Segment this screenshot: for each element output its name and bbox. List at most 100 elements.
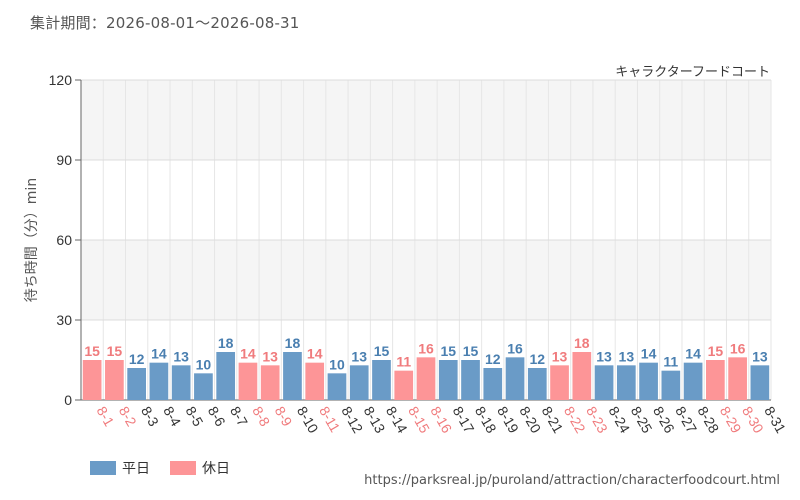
value-label-8-7: 18 <box>218 335 234 351</box>
bar-8-18 <box>461 360 480 400</box>
y-tick-label: 0 <box>64 392 72 408</box>
x-tick-label-8-20: 8-20 <box>516 404 544 436</box>
x-tick-label-8-16: 8-16 <box>427 404 455 436</box>
bar-8-10 <box>283 352 302 400</box>
x-tick-label-8-8: 8-8 <box>249 404 273 430</box>
bar-8-3 <box>127 368 146 400</box>
value-label-8-1: 15 <box>84 343 100 359</box>
x-tick-label-8-17: 8-17 <box>450 404 478 436</box>
bar-8-17 <box>438 360 458 400</box>
bar-8-11 <box>305 362 325 400</box>
value-label-8-12: 10 <box>329 356 345 372</box>
x-tick-label-8-30: 8-30 <box>739 404 767 436</box>
value-label-8-25: 13 <box>619 348 635 364</box>
x-tick-label-8-29: 8-29 <box>717 404 745 436</box>
y-tick-label: 120 <box>49 72 73 88</box>
x-tick-label-8-23: 8-23 <box>583 404 611 436</box>
x-tick-label-8-2: 8-2 <box>116 404 140 430</box>
bar-8-7 <box>216 352 236 400</box>
x-tick-label-8-3: 8-3 <box>138 404 162 430</box>
legend-swatch-holiday <box>170 461 196 475</box>
legend-swatch-weekday <box>90 461 116 475</box>
value-label-8-22: 13 <box>552 348 568 364</box>
bar-8-29 <box>706 360 725 400</box>
value-label-8-6: 10 <box>196 356 212 372</box>
plot-band <box>81 80 771 160</box>
x-tick-label-8-5: 8-5 <box>183 404 207 430</box>
value-label-8-9: 13 <box>262 348 278 364</box>
value-label-8-16: 16 <box>418 340 434 356</box>
value-label-8-3: 12 <box>129 351 145 367</box>
bar-8-23 <box>572 352 592 400</box>
value-label-8-24: 13 <box>596 348 612 364</box>
x-tick-label-8-18: 8-18 <box>472 404 500 436</box>
value-label-8-29: 15 <box>708 343 724 359</box>
x-tick-label-8-27: 8-27 <box>672 404 700 436</box>
bar-8-30 <box>728 357 747 400</box>
value-label-8-13: 13 <box>351 348 367 364</box>
y-tick-label: 60 <box>56 232 72 248</box>
legend-item-weekday: 平日 <box>90 458 150 478</box>
plot-band <box>81 160 771 240</box>
legend-label-weekday: 平日 <box>122 461 150 477</box>
x-tick-label-8-10: 8-10 <box>294 404 322 436</box>
legend: 平日 休日 <box>90 458 250 478</box>
value-label-8-26: 14 <box>641 346 657 362</box>
value-label-8-30: 16 <box>730 340 746 356</box>
bar-8-21 <box>527 368 547 400</box>
value-label-8-11: 14 <box>307 346 323 362</box>
period-label: 集計期間：2026-08-01～2026-08-31 <box>30 14 300 32</box>
x-tick-label-8-25: 8-25 <box>628 404 656 436</box>
bar-8-15 <box>394 370 414 400</box>
value-label-8-28: 14 <box>685 346 701 362</box>
value-label-8-17: 15 <box>440 343 456 359</box>
value-label-8-19: 12 <box>485 351 501 367</box>
bar-8-6 <box>194 373 213 400</box>
value-label-8-20: 16 <box>507 340 523 356</box>
bar-8-9 <box>260 365 280 400</box>
bar-8-25 <box>616 365 636 400</box>
x-tick-label-8-26: 8-26 <box>650 404 678 436</box>
x-tick-label-8-1: 8-1 <box>94 404 118 430</box>
value-label-8-31: 13 <box>752 348 768 364</box>
x-tick-label-8-21: 8-21 <box>539 404 567 436</box>
x-tick-label-8-7: 8-7 <box>227 404 251 430</box>
value-label-8-18: 15 <box>463 343 479 359</box>
legend-label-holiday: 休日 <box>202 461 230 477</box>
x-tick-label-8-24: 8-24 <box>605 404 633 436</box>
bar-8-22 <box>550 365 569 400</box>
bar-8-13 <box>349 365 369 400</box>
value-label-8-8: 14 <box>240 346 256 362</box>
x-tick-label-8-13: 8-13 <box>361 404 389 436</box>
x-tick-label-8-4: 8-4 <box>160 404 184 430</box>
value-label-8-10: 18 <box>285 335 301 351</box>
x-tick-label-8-31: 8-31 <box>761 404 789 436</box>
value-label-8-27: 11 <box>663 354 678 370</box>
x-tick-label-8-12: 8-12 <box>338 404 366 436</box>
bar-8-26 <box>639 362 658 400</box>
x-tick-label-8-9: 8-9 <box>272 404 296 430</box>
x-tick-label-8-15: 8-15 <box>405 404 433 436</box>
value-label-8-4: 14 <box>151 346 167 362</box>
value-label-8-14: 15 <box>374 343 390 359</box>
bar-8-24 <box>594 365 614 400</box>
bar-8-16 <box>416 357 436 400</box>
bar-8-1 <box>82 360 102 400</box>
bar-8-12 <box>327 373 347 400</box>
bar-8-28 <box>683 362 703 400</box>
bar-8-27 <box>661 370 681 400</box>
value-label-8-15: 11 <box>396 354 411 370</box>
x-tick-label-8-6: 8-6 <box>205 404 229 430</box>
y-tick-label: 90 <box>56 152 72 168</box>
attraction-name: キャラクターフードコート <box>615 65 770 80</box>
value-label-8-5: 13 <box>173 348 189 364</box>
bar-8-8 <box>238 362 258 400</box>
bar-8-31 <box>750 365 770 400</box>
value-label-8-21: 12 <box>530 351 546 367</box>
x-tick-label-8-14: 8-14 <box>383 404 411 436</box>
legend-item-holiday: 休日 <box>170 458 230 478</box>
bar-8-20 <box>505 357 525 400</box>
x-tick-label-8-28: 8-28 <box>694 404 722 436</box>
bar-8-2 <box>105 360 124 400</box>
bar-8-5 <box>171 365 191 400</box>
